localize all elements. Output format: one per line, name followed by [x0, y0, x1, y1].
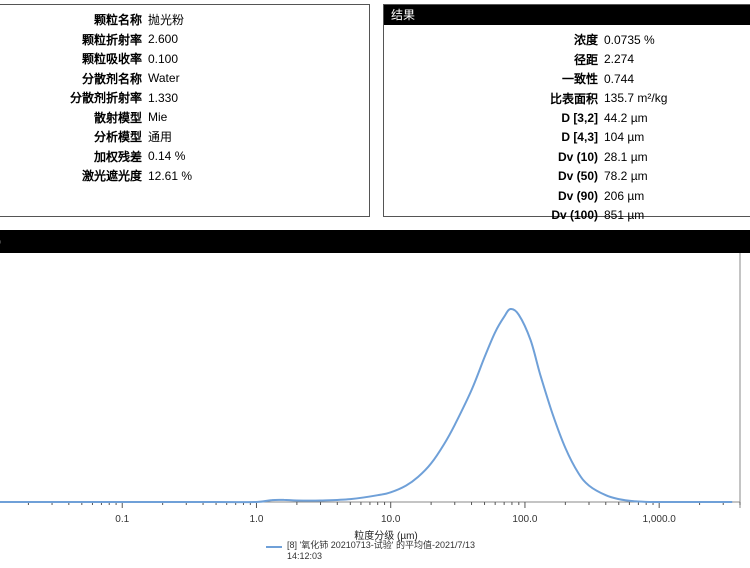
result-value: 2.274 [604, 52, 635, 67]
result-row: 一致性 0.744 [384, 69, 750, 89]
result-label: D [3,2] [561, 110, 598, 125]
result-label: 浓度 [573, 33, 598, 48]
result-row: D [3,2] 44.2 µm [384, 108, 750, 128]
sample-info-value: 0.14 % [148, 149, 186, 164]
sample-info-label: 颗粒吸收率 [81, 52, 142, 67]
x-tick-label: 10.0 [381, 514, 401, 525]
sample-info-value: 0.100 [148, 51, 179, 66]
result-value: 206 µm [604, 188, 645, 203]
series-line [0, 307, 733, 504]
result-label: 比表面积 [549, 91, 598, 106]
result-label: Dv (50) [557, 169, 598, 184]
chart-header: ) [0, 230, 750, 253]
result-row: 浓度 0.0735 % [384, 30, 750, 50]
sample-info-row: 分散剂折射率 1.330 [0, 88, 369, 108]
result-label: D [4,3] [561, 130, 598, 145]
sample-info-row: 颗粒名称 抛光粉 [0, 10, 369, 30]
result-row: Dv (50) 78.2 µm [384, 167, 750, 187]
sample-info-row: 颗粒吸收率 0.100 [0, 49, 369, 69]
result-value: 104 µm [604, 130, 645, 145]
sample-info-row: 分散剂名称 Water [0, 69, 369, 89]
result-row: Dv (90) 206 µm [384, 186, 750, 206]
sample-info-panel: 颗粒名称 抛光粉 颗粒折射率 2.600 颗粒吸收率 0.100 分散剂名称 Water 分散剂… [0, 4, 370, 217]
particle-size-distribution-chart: 0.1 1.0 10.0 100.0 1,000.0 粒度分级 (µm) [0, 253, 741, 542]
result-row: 比表面积 135.7 m²/kg [384, 89, 750, 109]
result-label: Dv (90) [557, 188, 598, 203]
sample-info-label: 加权残差 [93, 149, 142, 164]
sample-info-label: 颗粒名称 [93, 13, 142, 28]
sample-info-row: 分析模型 通用 [0, 127, 369, 147]
result-row: 径距 2.274 [384, 50, 750, 70]
sample-info-row: 加权残差 0.14 % [0, 147, 369, 167]
result-label: Dv (100) [551, 208, 598, 223]
results-panel: 结果 浓度 0.0735 % 径距 2.274 一致性 0.744 比表面积 135.7 m²… [383, 4, 750, 222]
sample-info-label: 颗粒折射率 [81, 32, 142, 47]
chart-legend: [8] '氧化铈 20210713-试验' 的平均值-2021/7/13 14:… [266, 540, 487, 562]
sample-info-label: 分散剂名称 [81, 71, 142, 86]
sample-info-label: 分散剂折射率 [69, 91, 142, 106]
result-row: Dv (100) 851 µm [384, 206, 750, 226]
sample-info-value: Mie [148, 110, 168, 125]
x-tick-label: 0.1 [115, 514, 129, 525]
legend-series-label: [8] '氧化铈 20210713-试验' 的平均值-2021/7/13 14:… [287, 540, 476, 561]
result-value: 78.2 µm [604, 169, 648, 184]
legend-swatch [266, 546, 282, 548]
result-value: 0.0735 % [604, 32, 655, 47]
x-tick-label: 1,000.0 [642, 514, 676, 525]
x-tick-label: 100.0 [512, 514, 537, 525]
result-row: Dv (10) 28.1 µm [384, 147, 750, 167]
result-label: 一致性 [561, 72, 598, 87]
result-value: 851 µm [604, 208, 645, 223]
result-value: 28.1 µm [604, 149, 648, 164]
sample-info-rows: 颗粒名称 抛光粉 颗粒折射率 2.600 颗粒吸收率 0.100 分散剂名称 Water 分散剂… [0, 5, 369, 186]
result-label: 径距 [573, 52, 598, 67]
sample-info-value: 通用 [148, 130, 173, 145]
sample-info-value: 2.600 [148, 32, 179, 47]
sample-info-value: 1.330 [148, 90, 179, 105]
result-value: 0.744 [604, 71, 635, 86]
sample-info-label: 散射模型 [93, 110, 142, 125]
x-tick-label: 1.0 [250, 514, 264, 525]
result-label: Dv (10) [557, 149, 598, 164]
sample-info-label: 分析模型 [93, 130, 142, 145]
sample-info-label: 激光遮光度 [81, 169, 142, 184]
result-value: 44.2 µm [604, 110, 648, 125]
result-value: 135.7 m²/kg [604, 91, 668, 106]
results-panel-title: 结果 [384, 5, 750, 25]
sample-info-row: 散射模型 Mie [0, 108, 369, 128]
sample-info-value: 12.61 % [148, 168, 193, 183]
sample-info-row: 颗粒折射率 2.600 [0, 30, 369, 50]
x-axis-title: 粒度分级 (µm) [354, 529, 418, 542]
results-rows: 浓度 0.0735 % 径距 2.274 一致性 0.744 比表面积 135.7 m²/kg… [384, 25, 750, 225]
result-row: D [4,3] 104 µm [384, 128, 750, 148]
sample-info-value: Water [148, 71, 180, 86]
sample-info-value: 抛光粉 [148, 13, 185, 28]
sample-info-row: 激光遮光度 12.61 % [0, 166, 369, 186]
chart-header-title: ) [0, 230, 1, 253]
